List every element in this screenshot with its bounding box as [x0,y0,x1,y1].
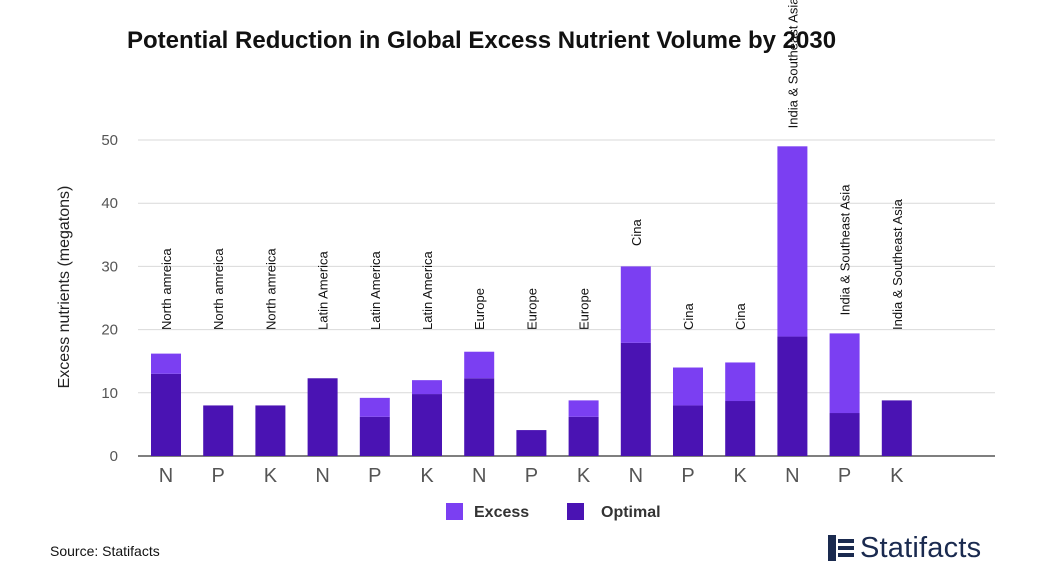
bar-excess [359,397,390,417]
x-tick-label: K [420,465,434,487]
bar-optimal [777,336,808,456]
bar-excess [464,351,495,379]
group-label: Cina [629,218,644,246]
group-label: Latin America [368,250,383,330]
statifacts-logo-icon [828,535,854,561]
x-tick-label: K [577,465,591,487]
brand-name: Statifacts [860,531,982,564]
bar-optimal [464,378,495,456]
group-label: India & Southeast Asia [785,0,800,128]
bar-excess [777,146,808,337]
brand-logo: Statifacts [826,530,981,566]
group-label: Europe [524,288,539,330]
x-tick-label: N [159,465,173,487]
group-label: Cina [681,302,696,330]
bar-optimal [568,416,599,456]
group-label: North amreica [211,248,226,330]
x-tick-label: P [681,465,694,487]
y-tick-label: 10 [101,385,118,402]
x-tick-label: P [212,465,225,487]
x-tick-label: N [785,465,799,487]
bars [151,146,912,456]
bar-excess [412,380,442,395]
bar-optimal [881,400,912,456]
legend-excess-label: Excess [474,504,529,521]
bar-optimal [620,342,651,456]
x-tick-label: P [368,465,381,487]
group-labels: North amreica North amreica North amreica L… [159,0,905,330]
group-label: Latin America [420,250,435,330]
group-label: Cina [733,302,748,330]
y-tick-label: 50 [101,132,118,149]
x-tick-label: N [629,465,643,487]
bar-optimal [359,416,390,456]
bar-optimal [725,401,756,456]
bar-excess [568,400,599,417]
bar-optimal [673,405,703,456]
bar-optimal [151,373,181,456]
x-tick-label: K [264,465,278,487]
y-tick-label: 30 [101,258,118,275]
legend-optimal-label: Optimal [601,504,661,521]
x-tick-label: P [838,465,851,487]
bar-optimal [412,394,442,456]
group-label: India & Southeast Asia [838,184,853,316]
bar-excess [673,367,703,406]
x-tick-label: N [472,465,486,487]
y-tick-label: 0 [110,448,118,465]
bar-optimal [255,405,286,456]
y-tick-label: 20 [101,322,118,339]
group-label: Europe [472,288,487,330]
bar-excess [151,353,181,374]
group-label: India & Southeast Asia [890,198,905,330]
legend-excess-swatch [446,503,463,520]
bar-optimal [203,405,234,456]
group-label: Latin America [316,250,331,330]
group-label: Europe [577,288,592,330]
x-tick-label: N [315,465,329,487]
bar-excess [725,362,756,402]
x-tick-label: K [890,465,904,487]
chart-title: Potential Reduction in Global Excess Nut… [127,27,837,54]
group-label: North amreica [159,248,174,330]
bar-excess [829,333,860,414]
bar-optimal [307,378,338,456]
bar-optimal [516,430,547,456]
y-tick-label: 40 [101,195,118,212]
legend: Excess Optimal [446,503,661,521]
y-axis-label: Excess nutrients (megatons) [56,186,73,389]
x-tick-label: K [734,465,748,487]
x-tick-label: P [525,465,538,487]
bar-excess [620,266,651,343]
y-axis-ticks: 0 10 20 30 40 50 [101,132,118,465]
source-note: Source: Statifacts [50,543,160,559]
group-label: North amreica [263,248,278,330]
legend-optimal-swatch [567,503,584,520]
bar-optimal [829,413,860,456]
